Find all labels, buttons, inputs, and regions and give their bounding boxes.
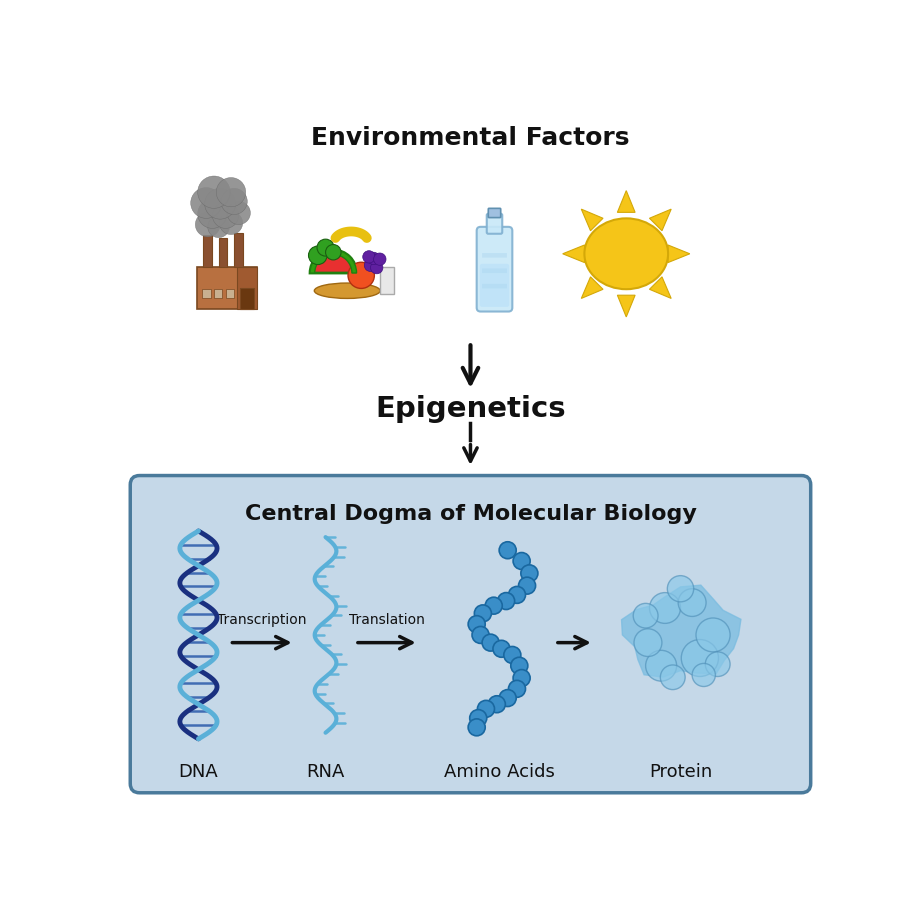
Circle shape (470, 710, 487, 727)
Circle shape (212, 203, 239, 229)
Circle shape (509, 587, 525, 604)
FancyBboxPatch shape (487, 215, 502, 235)
Circle shape (498, 593, 515, 610)
Circle shape (692, 664, 715, 687)
FancyBboxPatch shape (482, 269, 507, 274)
Text: Transcription: Transcription (218, 612, 307, 626)
Circle shape (660, 666, 685, 690)
Bar (241, 288, 254, 310)
Bar (237, 267, 257, 310)
Text: RNA: RNA (307, 762, 345, 780)
Circle shape (493, 640, 510, 657)
FancyBboxPatch shape (196, 267, 257, 310)
FancyBboxPatch shape (130, 476, 811, 793)
Circle shape (221, 189, 247, 215)
Circle shape (678, 589, 706, 617)
Wedge shape (310, 251, 356, 274)
Circle shape (217, 179, 246, 208)
FancyBboxPatch shape (482, 254, 507, 258)
Circle shape (696, 619, 730, 652)
Circle shape (486, 598, 502, 614)
Ellipse shape (314, 284, 380, 299)
Circle shape (513, 553, 531, 570)
Ellipse shape (585, 219, 668, 290)
Text: Amino Acids: Amino Acids (444, 762, 555, 780)
FancyBboxPatch shape (380, 267, 394, 294)
Polygon shape (649, 209, 671, 231)
FancyBboxPatch shape (480, 265, 509, 308)
FancyBboxPatch shape (476, 228, 512, 312)
Circle shape (308, 247, 327, 265)
Circle shape (681, 640, 719, 676)
Circle shape (207, 217, 230, 238)
Polygon shape (668, 246, 689, 264)
Circle shape (363, 251, 375, 264)
FancyBboxPatch shape (482, 284, 507, 289)
Circle shape (371, 262, 383, 275)
Bar (234, 234, 242, 267)
Circle shape (196, 213, 220, 237)
Text: Central Dogma of Molecular Biology: Central Dogma of Molecular Biology (244, 504, 697, 524)
Polygon shape (621, 585, 741, 677)
Circle shape (219, 212, 242, 236)
Polygon shape (649, 277, 671, 299)
Text: Environmental Factors: Environmental Factors (311, 126, 630, 150)
Circle shape (348, 263, 375, 289)
Polygon shape (581, 209, 603, 231)
Circle shape (519, 578, 535, 594)
Text: Epigenetics: Epigenetics (375, 395, 565, 423)
Circle shape (205, 189, 236, 220)
Circle shape (326, 246, 341, 261)
Circle shape (509, 681, 525, 697)
Circle shape (317, 240, 334, 256)
Circle shape (705, 652, 730, 676)
Circle shape (521, 565, 538, 582)
Circle shape (475, 605, 491, 622)
Circle shape (374, 254, 386, 266)
Wedge shape (310, 251, 356, 274)
Circle shape (477, 701, 495, 718)
Circle shape (364, 260, 376, 272)
Circle shape (367, 253, 380, 265)
Circle shape (513, 670, 531, 687)
Bar (203, 236, 212, 267)
Circle shape (472, 627, 489, 644)
Polygon shape (618, 296, 635, 318)
Circle shape (499, 542, 516, 559)
Circle shape (227, 202, 251, 225)
Circle shape (499, 690, 516, 707)
Circle shape (633, 604, 658, 628)
Circle shape (191, 189, 222, 219)
Circle shape (667, 576, 694, 602)
Bar (214, 290, 222, 299)
Text: DNA: DNA (179, 762, 218, 780)
Circle shape (197, 200, 227, 229)
Polygon shape (618, 191, 635, 213)
Text: Translation: Translation (349, 612, 425, 626)
Circle shape (650, 593, 680, 624)
Circle shape (510, 657, 528, 675)
Circle shape (488, 696, 505, 712)
Circle shape (468, 719, 486, 736)
Circle shape (468, 616, 486, 633)
Circle shape (197, 177, 230, 209)
Circle shape (504, 647, 521, 664)
Circle shape (645, 650, 677, 682)
FancyBboxPatch shape (488, 209, 500, 219)
Text: Protein: Protein (649, 762, 712, 780)
Bar (218, 238, 227, 267)
Circle shape (634, 629, 662, 656)
Bar (226, 290, 234, 299)
Polygon shape (581, 277, 603, 299)
Circle shape (482, 635, 499, 651)
Polygon shape (563, 246, 585, 264)
Bar (202, 290, 211, 299)
